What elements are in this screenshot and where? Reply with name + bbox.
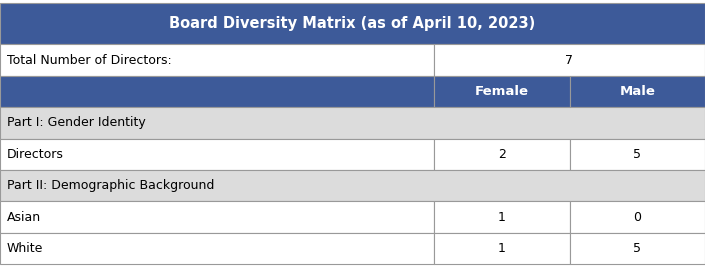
- Bar: [434, 233, 570, 264]
- Text: 0: 0: [633, 211, 642, 224]
- Text: Directors: Directors: [7, 148, 64, 161]
- Bar: [0, 139, 434, 170]
- Text: 1: 1: [498, 211, 505, 224]
- Bar: [0, 202, 434, 233]
- Bar: [0, 107, 705, 139]
- Text: Female: Female: [474, 85, 529, 98]
- Text: Male: Male: [620, 85, 655, 98]
- Text: 1: 1: [498, 242, 505, 255]
- Bar: [434, 202, 570, 233]
- Bar: [570, 233, 705, 264]
- Bar: [434, 139, 570, 170]
- Text: Board Diversity Matrix (as of April 10, 2023): Board Diversity Matrix (as of April 10, …: [169, 16, 536, 31]
- Bar: [0, 170, 705, 202]
- Text: Part II: Demographic Background: Part II: Demographic Background: [7, 179, 214, 192]
- Bar: [0, 44, 434, 76]
- Bar: [0, 3, 705, 44]
- Text: 7: 7: [565, 53, 573, 66]
- Text: 2: 2: [498, 148, 505, 161]
- Bar: [434, 76, 570, 107]
- Bar: [570, 139, 705, 170]
- Text: Part I: Gender Identity: Part I: Gender Identity: [7, 116, 146, 129]
- Bar: [0, 76, 434, 107]
- Text: Total Number of Directors:: Total Number of Directors:: [7, 53, 172, 66]
- Text: 5: 5: [633, 242, 642, 255]
- Text: White: White: [7, 242, 44, 255]
- Text: 5: 5: [633, 148, 642, 161]
- Bar: [570, 76, 705, 107]
- Text: Asian: Asian: [7, 211, 41, 224]
- Bar: [570, 202, 705, 233]
- Bar: [0, 233, 434, 264]
- Bar: [434, 44, 705, 76]
